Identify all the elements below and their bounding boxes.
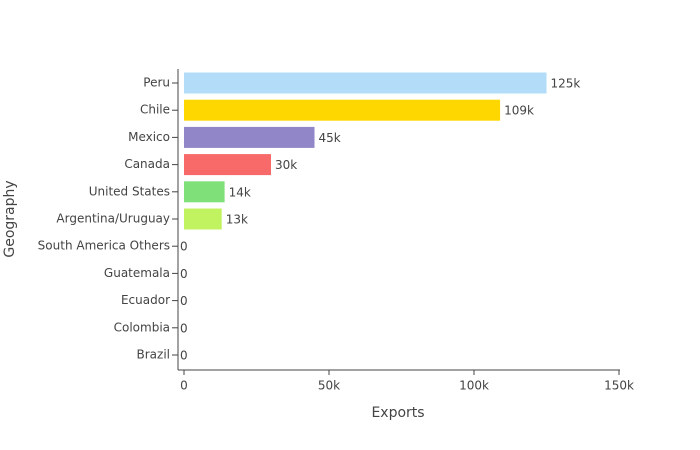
- value-label: 125k: [551, 77, 581, 91]
- value-label: 0: [180, 240, 188, 254]
- value-label: 109k: [504, 104, 534, 118]
- value-label: 0: [180, 321, 188, 335]
- y-tick-label: Colombia: [114, 320, 170, 334]
- y-tick-label: Mexico: [128, 130, 170, 144]
- x-tick-label: 150k: [604, 379, 634, 393]
- y-tick-label: South America Others: [38, 239, 170, 253]
- x-tick-label: 100k: [459, 379, 489, 393]
- value-label: 0: [180, 294, 188, 308]
- bar: [184, 181, 225, 203]
- y-tick-label: Ecuador: [121, 293, 170, 307]
- y-tick-label: Canada: [124, 157, 170, 171]
- value-label: 0: [180, 267, 188, 281]
- bar: [184, 126, 315, 148]
- x-tick-label: 50k: [318, 379, 340, 393]
- y-tick-label: Chile: [140, 103, 170, 117]
- y-axis-title: Geography: [2, 180, 18, 257]
- value-label: 30k: [275, 158, 297, 172]
- value-label: 13k: [226, 213, 248, 227]
- y-tick-label: Peru: [143, 76, 170, 90]
- y-tick-label: United States: [89, 184, 170, 198]
- bar: [184, 99, 501, 121]
- bar: [184, 72, 547, 94]
- y-tick-label: Brazil: [137, 348, 171, 362]
- y-tick-label: Guatemala: [104, 266, 170, 280]
- bar: [184, 208, 222, 230]
- value-label: 0: [180, 349, 188, 363]
- y-tick-label: Argentina/Uruguay: [56, 212, 170, 226]
- x-axis-title: Exports: [371, 405, 424, 421]
- value-label: 14k: [229, 185, 251, 199]
- bar: [184, 154, 271, 176]
- x-tick-label: 0: [180, 379, 188, 393]
- value-label: 45k: [319, 131, 341, 145]
